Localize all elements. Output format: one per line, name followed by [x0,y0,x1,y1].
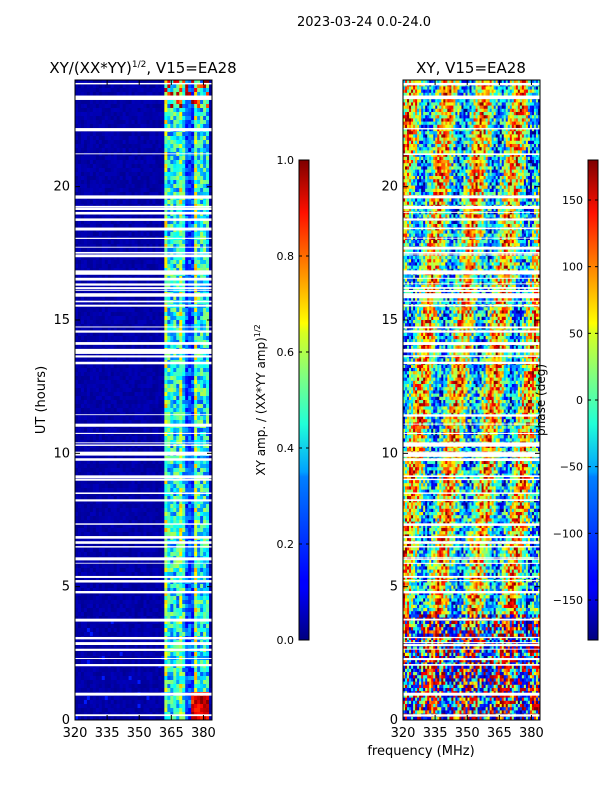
phase-axes-frame [402,79,541,721]
colorbar-tick-label: 0.6 [277,346,295,359]
phase-colorbar: 150 100 50 0 −50 −100 −150 phase (deg) [534,159,599,641]
x-tick-label: 335 [95,726,120,741]
colorbar-tick-label: 0.2 [277,538,295,551]
colorbar-tick-label: 0.8 [277,250,295,263]
colorbar-tick-label: 100 [562,261,583,274]
x-tick-label: 350 [127,726,152,741]
amplitude-colorbar-gradient [298,159,310,641]
colorbar-tick-label: 50 [569,327,583,340]
colorbar-tick-label: 1.0 [277,154,295,167]
phase-colorbar-label: phase (deg) [534,364,548,436]
y-tick-label: 5 [390,580,398,595]
colorbar-tick-label: −50 [560,461,583,474]
amplitude-y-axis-label: UT (hours) [34,366,49,434]
phase-heatmap [403,80,540,720]
colorbar-tick-label: 0.0 [277,634,295,647]
x-tick-label: 365 [487,726,512,741]
x-tick-label: 350 [455,726,480,741]
colorbar-tick-label: 150 [562,194,583,207]
colorbar-tick-label: 0.4 [277,442,295,455]
y-tick-label: 15 [53,313,70,328]
amplitude-panel-title: XY/(XX*YY)1/2, V15=EA28 [49,59,236,77]
amplitude-colorbar-ticks: 0.0 0.2 0.4 0.6 0.8 1.0 [277,154,309,647]
y-tick-label: 20 [381,180,398,195]
x-tick-label: 335 [423,726,448,741]
x-tick-label: 380 [519,726,544,741]
y-tick-label: 0 [390,713,398,728]
amplitude-colorbar-label: XY amp. / (XX*YY amp)1/2 [253,324,268,475]
amplitude-colorbar: 0.0 0.2 0.4 0.6 0.8 1.0 XY amp. / (XX*YY amp)… [253,154,310,647]
x-tick-label: 320 [391,726,416,741]
amplitude-axes-frame [74,79,213,721]
phase-colorbar-ticks: 150 100 50 0 −50 −100 −150 [553,194,598,607]
amplitude-axes-ticks: 320 335 350 365 380 0 5 10 15 20 [53,80,216,741]
y-tick-label: 5 [62,580,70,595]
y-tick-label: 0 [62,713,70,728]
amplitude-panel: XY/(XX*YY)1/2, V15=EA28 320 335 350 365 380 0… [34,59,237,741]
phase-panel: XY, V15=EA28 320 335 350 365 380 0 5 10 15 20 [381,59,543,741]
x-tick-label: 380 [191,726,216,741]
figure-suptitle: 2023-03-24 0.0-24.0 [297,15,431,30]
colorbar-tick-label: −100 [553,527,583,540]
y-tick-label: 15 [381,313,398,328]
phase-axes-ticks: 320 335 350 365 380 0 5 10 15 20 [381,80,544,741]
y-tick-label: 10 [53,446,70,461]
colorbar-tick-label: −150 [553,594,583,607]
y-tick-label: 20 [53,180,70,195]
shared-x-axis-label: frequency (MHz) [367,744,474,759]
colorbar-tick-label: 0 [576,394,583,407]
x-tick-label: 320 [63,726,88,741]
x-tick-label: 365 [159,726,184,741]
y-tick-label: 10 [381,446,398,461]
phase-panel-title: XY, V15=EA28 [416,59,526,77]
amplitude-heatmap [75,80,212,720]
